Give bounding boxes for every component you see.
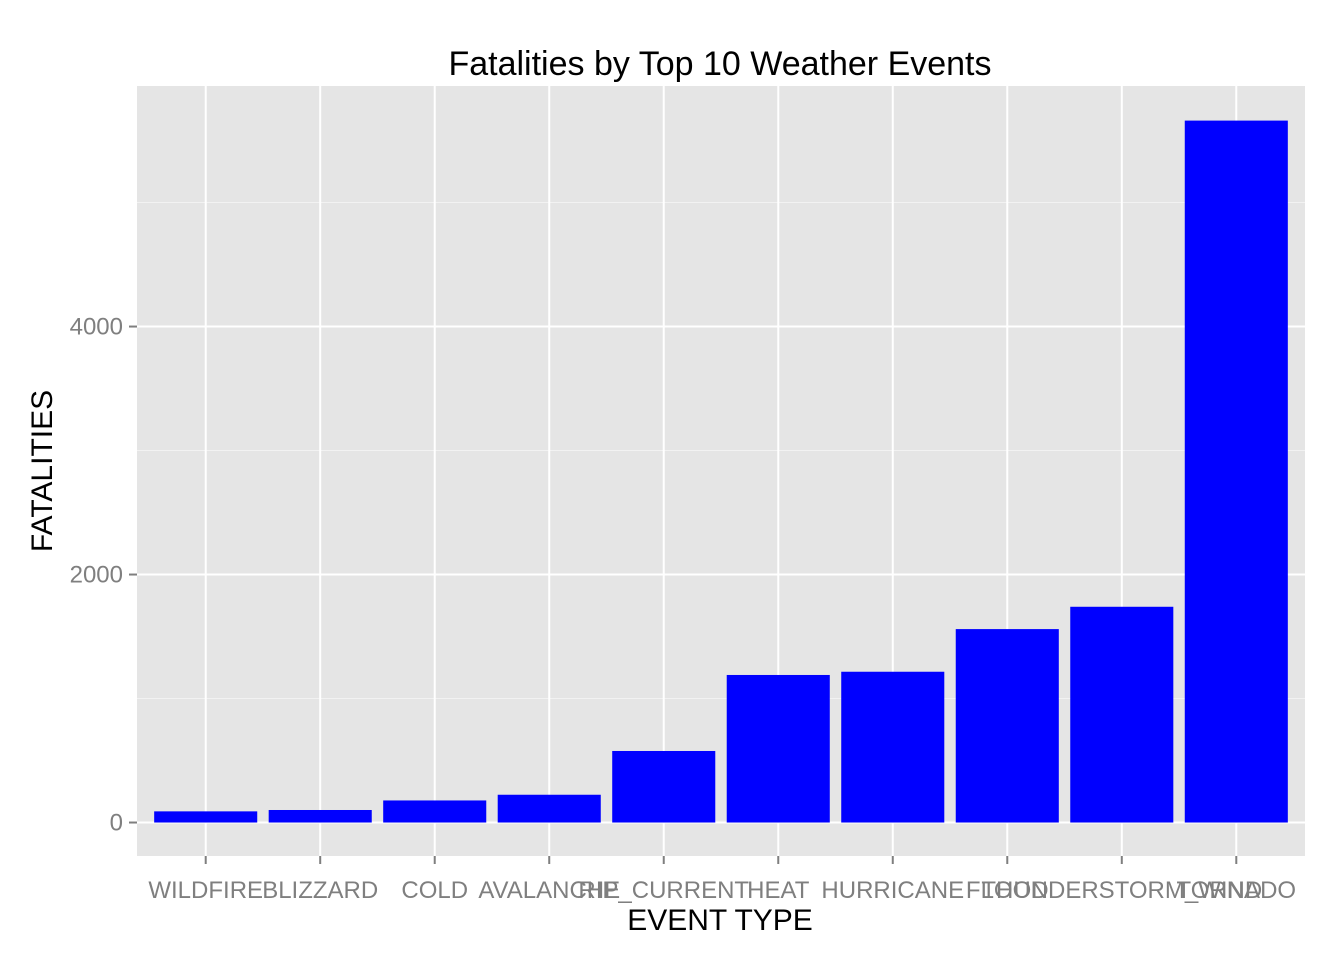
x-tick-label: HURRICANE xyxy=(821,877,964,904)
x-tick-label: WILDFIRE xyxy=(148,877,263,904)
x-tick-label: TORNADO xyxy=(1177,877,1297,904)
x-tick-label: FLOOD xyxy=(966,877,1049,904)
bar-cold xyxy=(383,800,487,823)
bar-thunderstorm-wind xyxy=(1070,606,1174,823)
bar-blizzard xyxy=(268,809,372,823)
bar-wildfire xyxy=(154,811,258,823)
x-axis-ticks: WILDFIRE BLIZZARD COLD AVALANCHERIP_CURRENT… xyxy=(148,856,1296,904)
y-axis-ticks: 0 2000 4000 xyxy=(70,314,137,837)
bars xyxy=(154,120,1288,823)
y-tick-label: 2000 xyxy=(70,562,123,589)
x-tick-label: HEAT xyxy=(747,877,810,904)
bar-flood xyxy=(955,629,1059,823)
bar-avalanche xyxy=(497,794,601,823)
x-tick-label: RIP_CURRENT xyxy=(578,877,749,904)
bar-rip-current xyxy=(612,750,716,823)
y-tick-label: 4000 xyxy=(70,314,123,341)
y-tick-label: 0 xyxy=(110,810,123,837)
x-tick-label: THUNDERSTORM_WIND xyxy=(981,877,1262,904)
y-axis-title: FATALITIES xyxy=(26,390,59,552)
bar-heat xyxy=(726,674,830,823)
x-tick-label: COLD xyxy=(401,877,468,904)
bar-hurricane xyxy=(841,671,945,823)
x-tick-label: AVALANCHE xyxy=(478,877,620,904)
x-tick-label: BLIZZARD xyxy=(262,877,378,904)
chart-title: Fatalities by Top 10 Weather Events xyxy=(448,45,991,83)
bar-tornado xyxy=(1184,120,1288,823)
x-axis-title: EVENT TYPE xyxy=(627,904,813,937)
